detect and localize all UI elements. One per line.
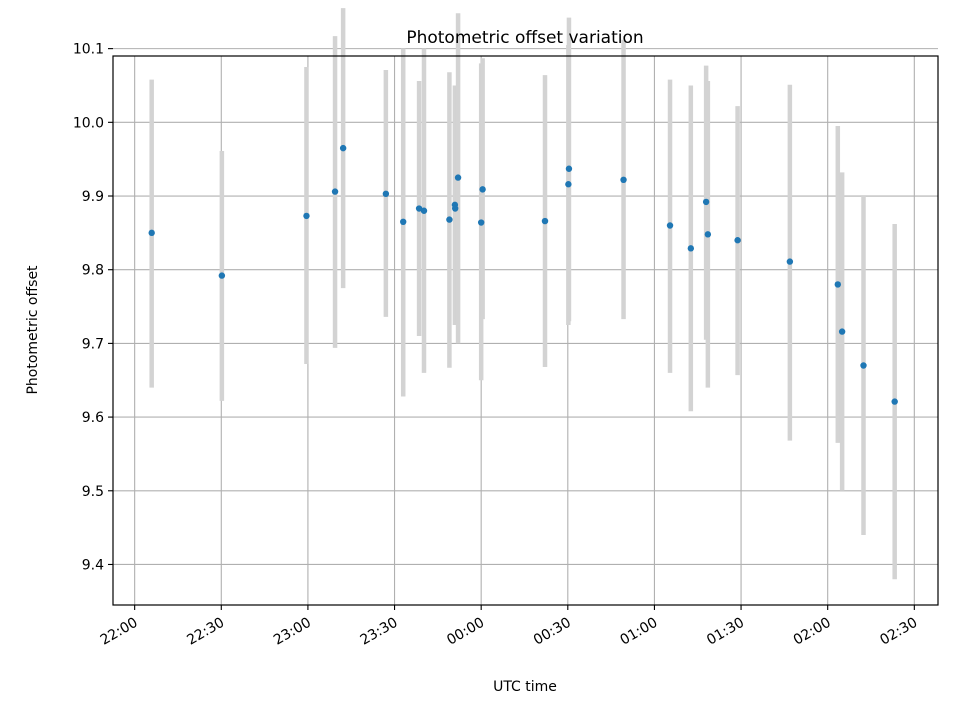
data-point bbox=[734, 237, 741, 244]
x-axis-label: UTC time bbox=[493, 679, 557, 695]
y-tick-label: 9.8 bbox=[82, 263, 104, 279]
data-point bbox=[702, 198, 710, 206]
data-point bbox=[477, 219, 485, 226]
y-axis-label: Photometric offset bbox=[25, 265, 41, 395]
data-point bbox=[666, 222, 674, 229]
data-point bbox=[479, 186, 486, 193]
y-tick-label: 10.1 bbox=[73, 42, 104, 58]
y-tick-label: 9.5 bbox=[82, 484, 104, 500]
chart-title: Photometric offset variation bbox=[406, 28, 643, 48]
data-point bbox=[331, 188, 339, 195]
data-point bbox=[451, 205, 459, 212]
data-point bbox=[148, 229, 155, 237]
data-point bbox=[454, 174, 462, 181]
data-point bbox=[218, 272, 226, 279]
data-point bbox=[704, 231, 712, 238]
y-tick-label: 10.0 bbox=[73, 115, 104, 131]
data-points bbox=[148, 144, 898, 405]
plot-area-frame bbox=[112, 55, 939, 606]
data-point bbox=[415, 205, 423, 212]
data-point bbox=[541, 217, 549, 225]
data-point bbox=[420, 207, 428, 214]
data-point bbox=[838, 328, 846, 335]
data-point bbox=[339, 144, 347, 152]
y-tick-label: 9.6 bbox=[82, 410, 104, 426]
data-point bbox=[891, 398, 898, 405]
y-tick-label: 9.4 bbox=[82, 557, 104, 573]
data-point bbox=[565, 181, 572, 188]
data-point bbox=[786, 258, 794, 265]
data-point bbox=[303, 212, 310, 220]
data-point bbox=[620, 176, 627, 184]
y-tick-label: 9.7 bbox=[82, 336, 104, 352]
data-point bbox=[860, 362, 867, 369]
data-point bbox=[446, 216, 453, 223]
y-tick-label: 9.9 bbox=[82, 189, 104, 205]
y-axis: 9.4 9.5 9.6 9.7 9.8 9.9 10.0 10.1 bbox=[73, 42, 113, 573]
data-point bbox=[687, 245, 695, 252]
data-point bbox=[400, 218, 407, 226]
data-point bbox=[382, 190, 390, 198]
data-point bbox=[834, 281, 841, 288]
data-point bbox=[565, 165, 573, 172]
